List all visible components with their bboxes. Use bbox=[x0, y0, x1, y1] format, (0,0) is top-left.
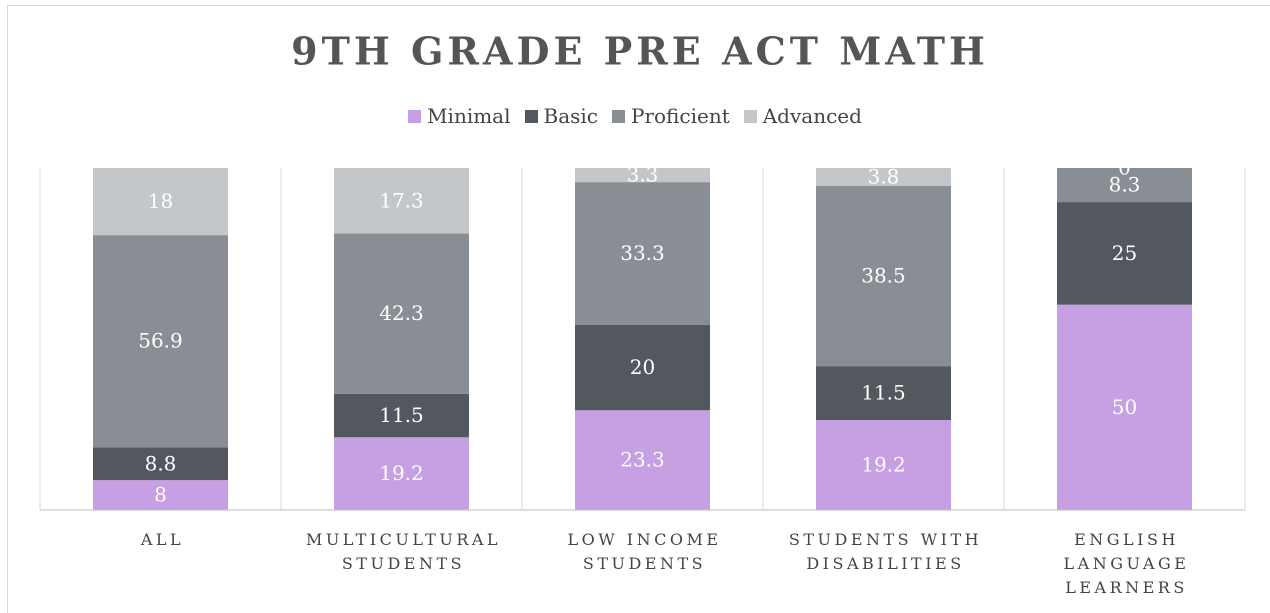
data-label: 17.3 bbox=[379, 188, 424, 212]
x-tick-label: LOW INCOME STUDENTS bbox=[567, 530, 722, 573]
data-label: 56.9 bbox=[138, 329, 183, 353]
data-label: 11.5 bbox=[861, 381, 906, 405]
bar-segment bbox=[334, 168, 469, 234]
chart-border bbox=[7, 5, 1270, 613]
data-label: 0 bbox=[1118, 156, 1131, 180]
data-label: 18 bbox=[148, 189, 173, 213]
bar-segment bbox=[334, 437, 469, 510]
bar-segment bbox=[1057, 202, 1192, 305]
bar-segment bbox=[816, 185, 951, 367]
data-label: 8.3 bbox=[1109, 173, 1141, 197]
bar-segment bbox=[575, 410, 710, 510]
bar-segment bbox=[816, 420, 951, 510]
legend-item: Minimal bbox=[408, 104, 511, 128]
legend: Minimal Basic Proficient Advanced bbox=[0, 104, 1270, 128]
bar-segment bbox=[93, 168, 228, 236]
legend-swatch bbox=[611, 109, 625, 123]
data-label: 50 bbox=[1112, 395, 1137, 419]
bar-segment bbox=[575, 168, 710, 183]
x-tick-label: MULTICULTURAL STUDENTS bbox=[305, 530, 502, 573]
data-label: 3.3 bbox=[627, 163, 659, 187]
legend-item: Proficient bbox=[611, 104, 730, 128]
chart-title: 9TH GRADE PRE ACT MATH bbox=[291, 29, 989, 74]
legend-label: Basic bbox=[543, 104, 598, 128]
legend-swatch bbox=[408, 109, 422, 123]
bar-segment bbox=[1057, 168, 1192, 203]
data-label: 19.2 bbox=[861, 453, 906, 477]
bar-segment bbox=[334, 233, 469, 394]
bar-segment bbox=[93, 235, 228, 448]
bar-segment bbox=[93, 480, 228, 510]
data-label: 11.5 bbox=[379, 403, 424, 427]
data-label: 23.3 bbox=[620, 448, 665, 472]
bar-segment bbox=[1057, 304, 1192, 510]
bar-segment bbox=[575, 324, 710, 411]
legend-label: Minimal bbox=[427, 104, 511, 128]
legend-item: Advanced bbox=[743, 104, 862, 128]
legend-swatch bbox=[743, 109, 757, 123]
bar-segment bbox=[816, 366, 951, 421]
bar-segment bbox=[334, 393, 469, 438]
data-label: 25 bbox=[1112, 241, 1137, 265]
data-label: 42.3 bbox=[379, 301, 424, 325]
data-label: 19.2 bbox=[379, 461, 424, 485]
data-label: 38.5 bbox=[861, 263, 906, 287]
data-label: 3.8 bbox=[868, 164, 900, 188]
legend-label: Proficient bbox=[630, 104, 730, 128]
bar-segment bbox=[575, 182, 710, 325]
legend-label: Advanced bbox=[762, 104, 862, 128]
x-tick-label: STUDENTS WITH DISABILITIES bbox=[788, 530, 983, 573]
data-label: 20 bbox=[630, 355, 655, 379]
data-label: 8.8 bbox=[145, 451, 177, 475]
plot: 8 8.8 56.9 18 19.2 11.5 42.3 17.3 23.3 20 33.3 3.3 1… bbox=[93, 156, 1192, 510]
data-label: 33.3 bbox=[620, 241, 665, 265]
bar-segment bbox=[816, 168, 951, 186]
x-tick-label: ENGLISH LANGUAGE LEARNERS bbox=[1063, 530, 1190, 597]
data-label: 8 bbox=[154, 483, 167, 507]
legend-item: Basic bbox=[524, 104, 598, 128]
x-tick-label: ALL bbox=[140, 530, 185, 549]
legend-swatch bbox=[524, 109, 538, 123]
bar-segment bbox=[93, 447, 228, 481]
